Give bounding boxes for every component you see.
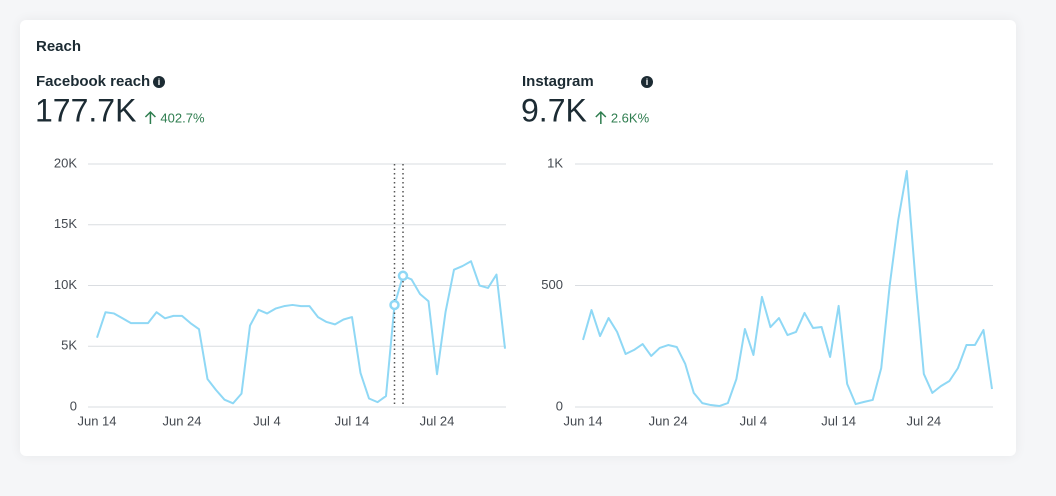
hover-point (397, 270, 409, 282)
up-arrow (144, 110, 156, 124)
svg-text:i: i (646, 77, 649, 87)
change-value: 2.6K% (611, 110, 650, 125)
x-tick-label: Jun 24 (649, 413, 688, 428)
line-series (582, 170, 993, 408)
x-tick-label: Jul 24 (420, 413, 455, 428)
y-tick-label: 500 (541, 277, 563, 292)
y-tick-label: 1K (547, 155, 563, 170)
x-tick-label: Jun 24 (162, 413, 201, 428)
y-tick-label: 0 (70, 398, 77, 413)
x-tick-label: Jun 14 (563, 413, 602, 428)
card-title: Reach (36, 38, 81, 55)
reach-card (20, 20, 1016, 456)
up-arrow (595, 110, 607, 124)
x-tick-label: Jul 14 (821, 413, 856, 428)
info-icon: i (153, 76, 165, 88)
x-tick-label: Jul 4 (740, 413, 767, 428)
y-tick-label: 5K (61, 338, 77, 353)
chart-title: Facebook reach (36, 73, 150, 90)
chart-title: Instagram (522, 73, 594, 90)
y-tick-label: 10K (54, 277, 77, 292)
x-tick-label: Jul 24 (906, 413, 941, 428)
headline-value: 9.7K (521, 92, 587, 128)
info-icon: i (641, 76, 653, 88)
x-tick-label: Jul 14 (335, 413, 370, 428)
x-tick-label: Jul 4 (253, 413, 280, 428)
line-series (96, 260, 506, 405)
hover-point (389, 299, 400, 311)
y-tick-label: 15K (54, 216, 77, 231)
x-tick-label: Jun 14 (77, 413, 116, 428)
y-tick-label: 20K (54, 155, 77, 170)
headline-value: 177.7K (35, 92, 136, 128)
svg-text:i: i (158, 77, 161, 87)
change-value: 402.7% (160, 110, 205, 125)
y-tick-label: 0 (556, 398, 563, 413)
